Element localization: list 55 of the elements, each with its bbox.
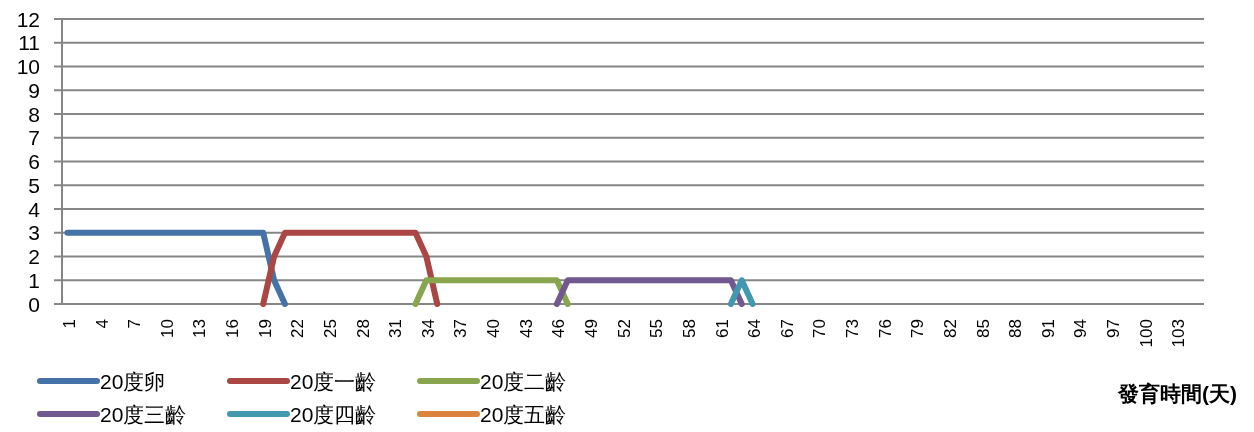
xtick-label: 40	[484, 319, 504, 338]
ytick-label: 8	[28, 102, 40, 126]
xtick-label: 46	[549, 319, 569, 338]
legend-label: 20度三齡	[100, 402, 187, 426]
ytick-label: 0	[28, 292, 40, 316]
xtick-label: 100	[1136, 319, 1156, 348]
xtick-label: 76	[875, 319, 895, 338]
xtick-label: 43	[516, 319, 536, 338]
xtick-label: 31	[386, 319, 406, 338]
xtick-label: 52	[614, 319, 634, 338]
xtick-label: 16	[223, 319, 243, 338]
ytick-label: 6	[28, 150, 40, 173]
xtick-label: 55	[647, 319, 667, 338]
xtick-label: 49	[582, 319, 601, 338]
ytick-label: 1	[28, 268, 40, 292]
legend-label: 20度五齡	[480, 402, 567, 426]
xtick-label: 82	[940, 319, 960, 338]
xtick-label: 94	[1071, 319, 1091, 338]
ytick-label: 7	[28, 126, 40, 150]
ytick-label: 10	[16, 55, 40, 78]
xtick-label: 79	[908, 319, 928, 338]
xtick-label: 10	[157, 319, 177, 338]
xtick-label: 28	[353, 319, 373, 338]
ytick-label: 11	[18, 31, 40, 55]
legend-label: 20度卵	[100, 369, 166, 393]
xtick-label: 64	[745, 319, 765, 338]
xtick-label: 1	[59, 319, 79, 329]
xtick-label: 7	[125, 319, 145, 329]
xlabel: 發育時間(天)	[1118, 381, 1237, 405]
xtick-label: 103	[1169, 319, 1189, 348]
ytick-label: 4	[28, 197, 40, 221]
xtick-label: 22	[288, 319, 308, 338]
xtick-label: 4	[92, 319, 112, 329]
ytick-label: 3	[28, 221, 40, 245]
xtick-label: 37	[451, 319, 471, 338]
ytick-label: 9	[28, 78, 40, 102]
xtick-label: 73	[843, 319, 862, 338]
ytick-label: 2	[28, 245, 40, 268]
xtick-label: 91	[1038, 319, 1058, 338]
xtick-label: 70	[810, 319, 830, 338]
xtick-label: 61	[712, 319, 732, 338]
legend-label: 20度一齡	[290, 369, 377, 393]
legend-label: 20度二齡	[480, 369, 567, 393]
xtick-label: 25	[320, 319, 340, 338]
legend-label: 20度四齡	[290, 402, 377, 426]
xtick-label: 34	[418, 319, 438, 338]
ytick-label: 5	[28, 173, 40, 197]
xtick-label: 97	[1104, 319, 1124, 338]
xtick-label: 85	[973, 319, 993, 338]
ytick-label: 12	[16, 7, 40, 31]
xtick-label: 13	[190, 319, 210, 338]
xtick-label: 67	[777, 319, 797, 338]
xtick-label: 19	[255, 319, 275, 338]
xtick-label: 58	[679, 319, 699, 338]
xtick-label: 88	[1006, 319, 1026, 338]
